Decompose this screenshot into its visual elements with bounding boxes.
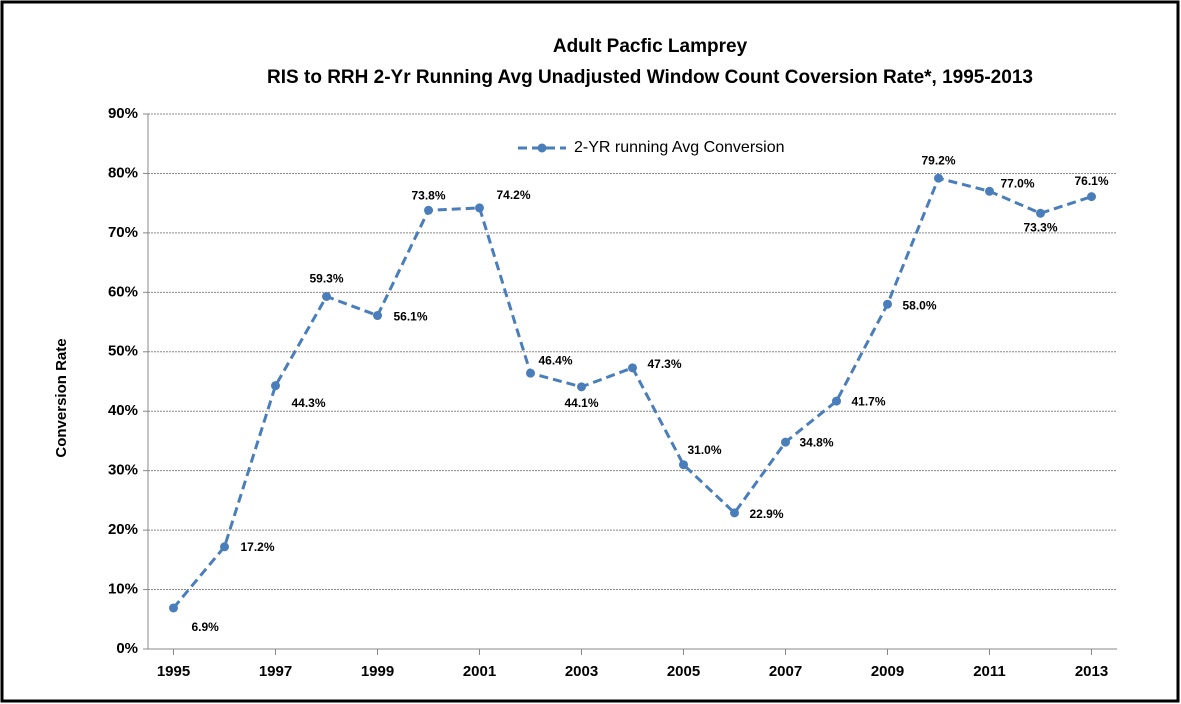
- x-tick-label: 2013: [1075, 663, 1108, 680]
- point: [373, 311, 382, 321]
- x-tick-label: 1997: [259, 663, 292, 680]
- data-label: 6.9%: [192, 620, 220, 634]
- y-tick-label: 30%: [108, 462, 138, 479]
- point: [577, 382, 586, 392]
- x-tick-label: 2011: [973, 663, 1006, 680]
- data-label: 41.7%: [852, 394, 886, 408]
- data-label: 44.3%: [292, 396, 326, 410]
- point: [220, 542, 229, 552]
- point: [1036, 208, 1045, 218]
- point: [169, 603, 178, 613]
- point: [475, 203, 484, 213]
- point: [424, 205, 433, 215]
- x-tick-label: 1999: [361, 663, 394, 680]
- y-tick-label: 90%: [108, 105, 138, 122]
- data-label: 56.1%: [394, 310, 428, 324]
- y-tick-label: 50%: [108, 343, 138, 360]
- y-tick-label: 80%: [108, 164, 138, 181]
- chart-subtitle: RIS to RRH 2-Yr Running Avg Unadjusted W…: [267, 67, 1033, 88]
- x-tick-label: 2009: [871, 663, 904, 680]
- point: [883, 299, 892, 309]
- x-tick-label: 2005: [667, 663, 700, 680]
- point: [1087, 192, 1096, 202]
- data-label: 74.2%: [497, 188, 531, 202]
- point: [934, 173, 943, 183]
- data-label: 77.0%: [1001, 176, 1035, 190]
- data-label: 79.2%: [921, 153, 955, 167]
- data-label: 44.1%: [564, 396, 598, 410]
- data-label: 31.0%: [688, 443, 722, 457]
- point: [679, 460, 688, 470]
- y-tick-label: 20%: [108, 521, 138, 538]
- data-label: 58.0%: [903, 298, 937, 312]
- point: [985, 186, 994, 196]
- y-tick-label: 60%: [108, 283, 138, 300]
- y-tick-label: 40%: [108, 402, 138, 419]
- data-label: 47.3%: [648, 357, 682, 371]
- data-label: 73.8%: [411, 188, 445, 202]
- point: [526, 368, 535, 378]
- point: [781, 437, 790, 447]
- point: [832, 396, 841, 406]
- point: [322, 291, 331, 301]
- point: [271, 381, 280, 391]
- x-tick-label: 2003: [565, 663, 598, 680]
- point: [628, 363, 637, 373]
- legend-label: 2-YR running Avg Conversion: [574, 139, 785, 156]
- y-tick-label: 70%: [108, 224, 138, 241]
- y-axis-label: Conversion Rate: [53, 338, 70, 457]
- data-label: 76.1%: [1074, 174, 1108, 188]
- y-tick-label: 0%: [116, 640, 138, 657]
- data-label: 17.2%: [241, 540, 275, 554]
- data-label: 22.9%: [750, 507, 784, 521]
- point: [730, 508, 739, 518]
- y-tick-label: 10%: [108, 581, 138, 598]
- data-label: 34.8%: [800, 435, 834, 449]
- data-label: 46.4%: [539, 353, 573, 367]
- x-tick-label: 2007: [769, 663, 802, 680]
- data-label: 73.3%: [1023, 220, 1057, 234]
- x-tick-label: 2001: [463, 663, 496, 680]
- chart-title: Adult Pacfic Lamprey: [553, 36, 748, 57]
- data-label: 59.3%: [309, 272, 343, 286]
- legend-marker: [537, 143, 547, 153]
- x-tick-label: 1995: [157, 663, 190, 680]
